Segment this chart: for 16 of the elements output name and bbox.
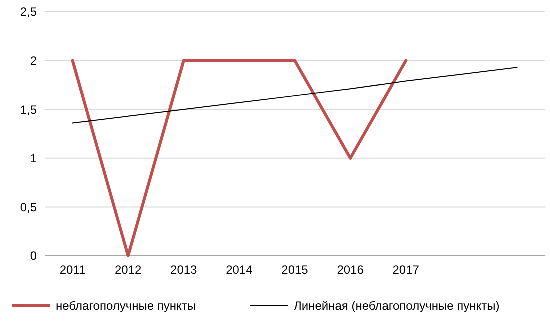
y-tick-label: 0,5 — [20, 200, 38, 214]
x-tick-label: 2012 — [114, 263, 142, 277]
x-tick-label: 2013 — [170, 263, 198, 277]
legend-label: Линейная (неблагополучные пункты) — [294, 299, 500, 314]
x-tick-label: 2015 — [282, 263, 309, 277]
line-series — [72, 67, 518, 124]
y-tick-label: 1 — [30, 152, 38, 166]
y-tick-label: 1,5 — [20, 102, 38, 117]
y-tick-label: 0 — [30, 249, 38, 264]
y-tick-label: 2,5 — [20, 5, 38, 20]
x-tick-label: 2017 — [392, 263, 420, 277]
y-tick-label: 2 — [30, 54, 38, 68]
x-tick-label: 2011 — [60, 263, 86, 277]
legend-label: неблагополучные пункты — [56, 299, 196, 314]
x-tick-label: 2014 — [226, 263, 254, 277]
x-tick-label: 2016 — [337, 263, 364, 277]
